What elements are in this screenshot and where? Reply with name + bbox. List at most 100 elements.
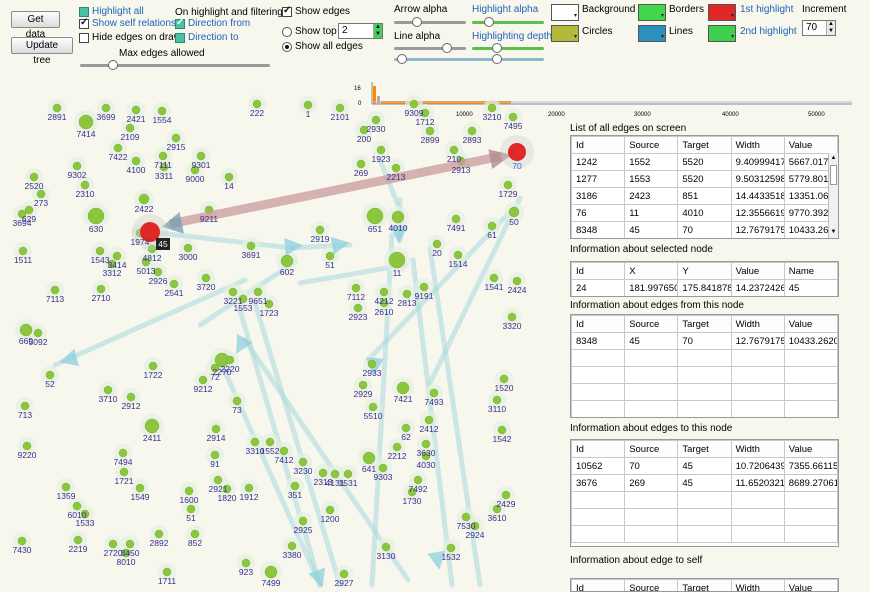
graph-node[interactable]	[392, 211, 404, 223]
graph-node[interactable]	[136, 484, 144, 492]
graph-node[interactable]	[433, 240, 441, 248]
graph-node[interactable]	[126, 124, 134, 132]
graph-node[interactable]	[363, 452, 375, 464]
column-header[interactable]: Id	[572, 263, 625, 280]
column-header[interactable]: Source	[625, 441, 678, 458]
graph-node[interactable]	[225, 173, 233, 181]
graph-node[interactable]	[319, 469, 327, 477]
graph-node[interactable]	[127, 393, 135, 401]
graph-node[interactable]	[368, 360, 376, 368]
graph-node[interactable]	[199, 376, 207, 384]
graph-node[interactable]	[504, 181, 512, 189]
table-row[interactable]	[572, 526, 838, 543]
graph-node[interactable]	[120, 468, 128, 476]
graph-node[interactable]	[96, 247, 104, 255]
graph-node[interactable]	[299, 458, 307, 466]
graph-node[interactable]	[145, 419, 159, 433]
graph-node[interactable]	[326, 506, 334, 514]
graph-node[interactable]	[211, 451, 219, 459]
scroll-thumb[interactable]	[830, 165, 837, 185]
graph-node[interactable]	[340, 570, 348, 578]
column-header[interactable]: Width	[731, 137, 784, 154]
graph-node[interactable]	[509, 207, 519, 217]
graph-node[interactable]	[30, 173, 38, 181]
graph-node[interactable]	[425, 416, 433, 424]
graph-node[interactable]	[291, 482, 299, 490]
graph-node[interactable]	[426, 127, 434, 135]
column-header[interactable]: Value	[784, 441, 837, 458]
table-row[interactable]	[572, 350, 838, 367]
column-header[interactable]: Target	[678, 316, 731, 333]
graph-node[interactable]	[119, 449, 127, 457]
table-row[interactable]	[572, 367, 838, 384]
column-header[interactable]: Id	[572, 580, 625, 592]
column-header[interactable]: Id	[572, 441, 625, 458]
borders-color-picker[interactable]: ▾	[638, 4, 666, 21]
graph-node[interactable]	[392, 164, 400, 172]
graph-node[interactable]	[344, 470, 352, 478]
graph-node[interactable]	[242, 559, 250, 567]
graph-node[interactable]	[397, 382, 409, 394]
graph-node[interactable]	[422, 440, 430, 448]
graph-node[interactable]	[493, 396, 501, 404]
graph-node[interactable]	[23, 442, 31, 450]
column-header[interactable]: Value	[784, 580, 837, 592]
graph-node[interactable]	[254, 288, 262, 296]
graph-node[interactable]	[354, 304, 362, 312]
graph-node[interactable]	[369, 403, 377, 411]
scroll-down-icon[interactable]: ▼	[830, 228, 837, 237]
graph-node[interactable]	[336, 104, 344, 112]
graph-node[interactable]	[155, 530, 163, 538]
column-header[interactable]: Value	[784, 137, 837, 154]
graph-node[interactable]	[79, 115, 93, 129]
column-header[interactable]: Value	[731, 263, 784, 280]
increment-stepper[interactable]: 70 ▲▼	[802, 20, 836, 36]
graph-node[interactable]	[468, 127, 476, 135]
graph-node[interactable]	[389, 252, 405, 268]
graph-node[interactable]	[53, 104, 61, 112]
column-header[interactable]: Width	[731, 316, 784, 333]
graph-node[interactable]	[202, 274, 210, 282]
graph-node[interactable]	[316, 226, 324, 234]
graph-node[interactable]	[266, 438, 274, 446]
graph-node[interactable]	[403, 290, 411, 298]
graph-node[interactable]	[509, 113, 517, 121]
graph-node[interactable]	[19, 247, 27, 255]
table-scrollbar[interactable]: ▲▼	[828, 153, 838, 238]
graph-node[interactable]	[185, 487, 193, 495]
graph-node[interactable]	[498, 426, 506, 434]
graph-node[interactable]	[113, 252, 121, 260]
column-header[interactable]: Id	[572, 316, 625, 333]
graph-node[interactable]	[447, 544, 455, 552]
graph-node[interactable]	[81, 181, 89, 189]
graph-node[interactable]	[172, 134, 180, 142]
table-row[interactable]	[572, 384, 838, 401]
graph-node[interactable]	[97, 285, 105, 293]
scroll-up-icon[interactable]: ▲	[830, 154, 837, 163]
graph-node[interactable]	[73, 162, 81, 170]
graph-node[interactable]	[247, 242, 255, 250]
graph-node[interactable]	[184, 244, 192, 252]
lines-color-picker[interactable]: ▾	[638, 25, 666, 42]
graph-node[interactable]	[500, 375, 508, 383]
graph-node[interactable]	[132, 106, 140, 114]
column-header[interactable]: Source	[625, 137, 678, 154]
column-header[interactable]: Source	[625, 316, 678, 333]
graph-node[interactable]	[377, 146, 385, 154]
second-highlight-color-picker[interactable]: ▾	[708, 25, 736, 42]
graph-node[interactable]	[488, 222, 496, 230]
graph-node[interactable]	[109, 540, 117, 548]
column-header[interactable]: Target	[678, 137, 731, 154]
graph-node[interactable]	[281, 255, 293, 267]
graph-node[interactable]	[104, 386, 112, 394]
